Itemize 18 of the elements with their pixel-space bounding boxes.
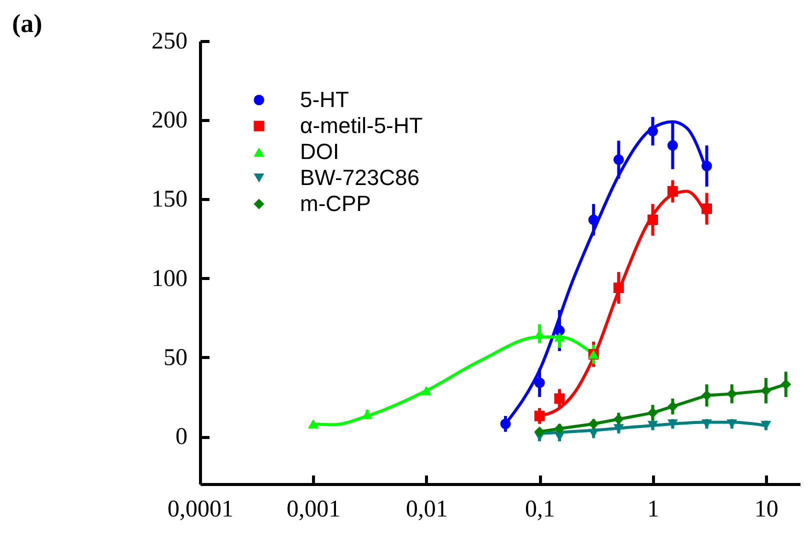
x-tick-label: 0,1 xyxy=(525,496,556,522)
y-tick-label: 100 xyxy=(152,266,188,292)
x-tick-label: 1 xyxy=(647,496,660,522)
x-tick-label: 10 xyxy=(754,496,778,522)
y-tick-label: 50 xyxy=(164,344,188,371)
legend-label: DOI xyxy=(300,139,340,164)
x-tick-label: 0,001 xyxy=(286,496,341,522)
x-tick-label: 0,0001 xyxy=(168,496,234,522)
y-tick-label: 0 xyxy=(176,424,188,450)
legend-label: 5-HT xyxy=(300,87,349,112)
y-tick-label: 200 xyxy=(152,108,188,134)
legend-label: BW-723C86 xyxy=(300,165,420,190)
y-tick-label: 250 xyxy=(152,28,188,54)
x-tick-label: 0,01 xyxy=(406,496,448,522)
legend-label: m-CPP xyxy=(300,191,371,216)
chart-title: (a) xyxy=(12,9,42,38)
y-tick-label: 150 xyxy=(152,186,188,213)
legend-label: α-metil-5-HT xyxy=(300,113,423,138)
